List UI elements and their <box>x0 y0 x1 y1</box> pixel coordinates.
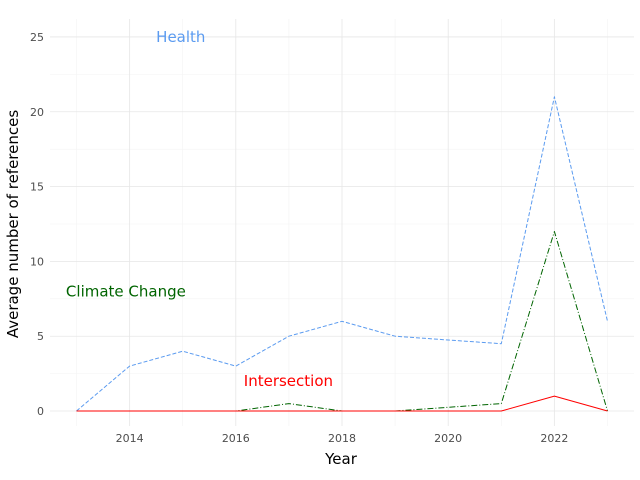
series-line-health <box>76 96 608 412</box>
x-tick-label: 2018 <box>328 432 356 445</box>
annotation-health: Health <box>156 28 205 46</box>
y-tick-label: 15 <box>30 181 44 194</box>
y-tick-label: 25 <box>30 31 44 44</box>
y-tick-label: 0 <box>37 405 44 418</box>
x-tick-label: 2016 <box>222 432 250 445</box>
x-axis-ticks: 2014 2016 2018 2020 2022 <box>116 432 569 445</box>
major-gridlines <box>50 19 634 426</box>
series-lines <box>76 96 608 412</box>
x-tick-label: 2014 <box>116 432 144 445</box>
annotation-intersection: Intersection <box>244 372 333 390</box>
y-tick-label: 20 <box>30 106 44 119</box>
y-axis-title: Average number of references <box>4 110 22 339</box>
y-tick-label: 10 <box>30 255 44 268</box>
x-tick-label: 2022 <box>540 432 568 445</box>
series-annotations: Health Climate Change Intersection <box>66 28 333 390</box>
series-line-intersection <box>76 395 608 412</box>
annotation-climate-change: Climate Change <box>66 282 186 300</box>
y-tick-label: 5 <box>37 330 44 343</box>
x-tick-label: 2020 <box>434 432 462 445</box>
y-axis-ticks: 0 5 10 15 20 25 <box>30 31 44 418</box>
x-axis-title: Year <box>324 450 358 468</box>
